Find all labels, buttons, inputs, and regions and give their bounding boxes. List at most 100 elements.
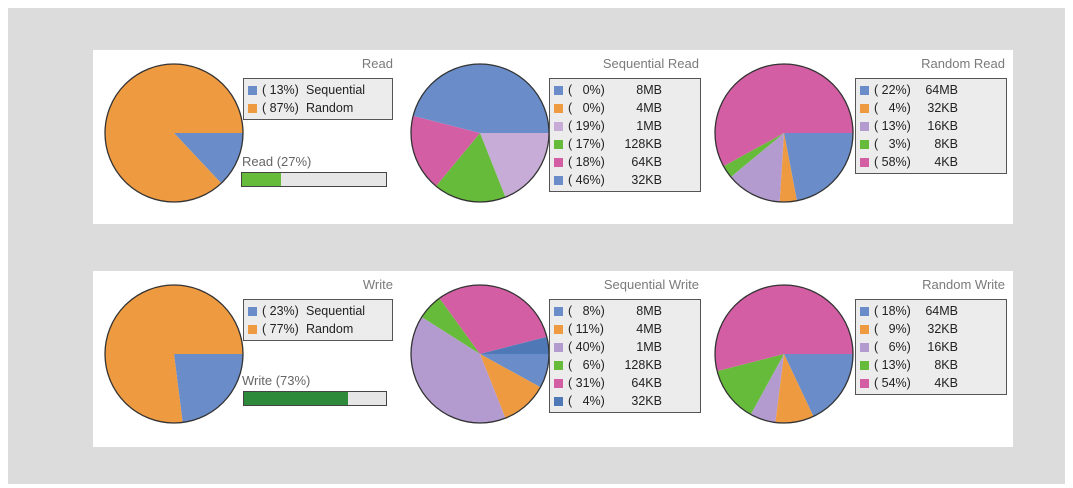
sequential-write-title: Sequential Write	[603, 277, 699, 292]
legend-item: ( 46%) 32KB	[554, 171, 696, 189]
legend-swatch	[248, 324, 257, 334]
sequential-write-pie	[410, 284, 550, 424]
legend-label: Random	[306, 322, 354, 336]
legend-percent: ( 18%)	[568, 155, 605, 169]
legend-label: 8MB	[636, 83, 662, 97]
legend-swatch	[860, 157, 869, 167]
legend-item: ( 54%) 4KB	[860, 374, 1002, 392]
legend-label: 4MB	[636, 322, 662, 336]
sequential-read-slice-1mb	[480, 133, 549, 198]
legend-swatch	[554, 306, 563, 316]
legend-label: 4KB	[934, 155, 958, 169]
legend-swatch	[860, 360, 869, 370]
legend-item: ( 3%) 8KB	[860, 135, 1002, 153]
figure-frame: Read ( 13%) Sequential ( 87%) Random Sequenti…	[8, 8, 1065, 484]
legend-percent: ( 18%)	[874, 304, 911, 318]
legend-swatch	[554, 396, 563, 406]
legend-label: 8MB	[636, 304, 662, 318]
read-share-label: Read (27%)	[242, 154, 312, 169]
legend-item: ( 11%) 4MB	[554, 320, 696, 338]
random-write-legend: ( 18%) 64MB ( 9%) 32KB ( 6%) 16KB ( 13%) 8KB ( 5…	[855, 299, 1007, 395]
random-write-pie-outline	[714, 284, 854, 424]
read-pie	[104, 63, 244, 203]
legend-item: ( 13%) Sequential	[248, 81, 388, 99]
write-panel: Write ( 23%) Sequential ( 77%) Random Sequent…	[93, 271, 1013, 447]
legend-percent: ( 54%)	[874, 376, 911, 390]
legend-item: ( 4%) 32KB	[554, 392, 696, 410]
legend-item: ( 8%) 8MB	[554, 302, 696, 320]
legend-item: ( 87%) Random	[248, 99, 388, 117]
legend-label: 4MB	[636, 101, 662, 115]
random-read-pie	[714, 63, 854, 203]
legend-swatch	[860, 324, 869, 334]
read-legend: ( 13%) Sequential ( 87%) Random	[243, 78, 393, 120]
random-write-pie	[714, 284, 854, 424]
legend-label: 16KB	[927, 340, 958, 354]
legend-item: ( 17%) 128KB	[554, 135, 696, 153]
write-pie	[104, 284, 244, 424]
sequential-read-title: Sequential Read	[602, 56, 699, 71]
legend-item: ( 58%) 4KB	[860, 153, 1002, 171]
sequential-read-slice-128kb	[436, 133, 506, 202]
legend-label: 32KB	[631, 394, 662, 408]
write-share-label: Write (73%)	[242, 373, 311, 388]
legend-label: 64MB	[925, 83, 958, 97]
legend-item: ( 40%) 1MB	[554, 338, 696, 356]
read-pie-outline	[104, 63, 244, 203]
sequential-write-legend: ( 8%) 8MB ( 11%) 4MB ( 40%) 1MB ( 6%) 128KB ( 31…	[549, 299, 701, 413]
legend-swatch	[860, 121, 869, 131]
legend-label: 64MB	[925, 304, 958, 318]
random-write-slice-64mb	[784, 354, 853, 417]
legend-percent: ( 31%)	[568, 376, 605, 390]
sequential-write-slice-4mb	[480, 354, 541, 419]
legend-item: ( 9%) 32KB	[860, 320, 1002, 338]
legend-percent: ( 23%)	[262, 304, 299, 318]
legend-swatch	[554, 324, 563, 334]
legend-percent: ( 9%)	[874, 322, 911, 336]
legend-label: 8KB	[934, 358, 958, 372]
legend-percent: ( 46%)	[568, 173, 605, 187]
random-read-pie-outline	[714, 63, 854, 203]
legend-label: 1MB	[636, 119, 662, 133]
legend-label: 8KB	[934, 137, 958, 151]
legend-swatch	[248, 306, 257, 316]
legend-swatch	[248, 103, 257, 113]
legend-percent: ( 17%)	[568, 137, 605, 151]
legend-percent: ( 4%)	[568, 394, 605, 408]
legend-swatch	[554, 85, 563, 95]
legend-label: 16KB	[927, 119, 958, 133]
sequential-write-slice-1mb	[411, 317, 506, 423]
legend-percent: ( 6%)	[874, 340, 911, 354]
legend-percent: ( 13%)	[262, 83, 299, 97]
legend-label: 64KB	[631, 376, 662, 390]
legend-label: 32KB	[927, 322, 958, 336]
legend-swatch	[860, 342, 869, 352]
random-read-slice-16kb	[730, 133, 784, 202]
legend-percent: ( 0%)	[568, 101, 605, 115]
legend-swatch	[554, 342, 563, 352]
read-slice-random	[105, 63, 243, 202]
legend-item: ( 0%) 8MB	[554, 81, 696, 99]
sequential-read-slice-64kb	[411, 115, 480, 187]
random-write-slice-16kb	[750, 354, 784, 423]
legend-item: ( 18%) 64MB	[860, 302, 1002, 320]
legend-percent: ( 0%)	[568, 83, 605, 97]
legend-percent: ( 8%)	[568, 304, 605, 318]
legend-item: ( 19%) 1MB	[554, 117, 696, 135]
legend-percent: ( 4%)	[874, 101, 911, 115]
legend-label: 4KB	[934, 376, 958, 390]
legend-label: 128KB	[624, 358, 662, 372]
legend-swatch	[554, 139, 563, 149]
read-title: Read	[361, 56, 393, 71]
legend-swatch	[860, 378, 869, 388]
write-slice-sequential	[174, 354, 243, 423]
legend-item: ( 22%) 64MB	[860, 81, 1002, 99]
legend-label: 32KB	[631, 173, 662, 187]
sequential-read-slice-32kb	[413, 64, 549, 133]
random-read-slice-64mb	[784, 133, 853, 201]
random-read-slice-32kb	[779, 133, 797, 202]
legend-item: ( 77%) Random	[248, 320, 388, 338]
legend-percent: ( 58%)	[874, 155, 911, 169]
random-write-slice-4kb	[715, 284, 853, 372]
legend-item: ( 13%) 8KB	[860, 356, 1002, 374]
